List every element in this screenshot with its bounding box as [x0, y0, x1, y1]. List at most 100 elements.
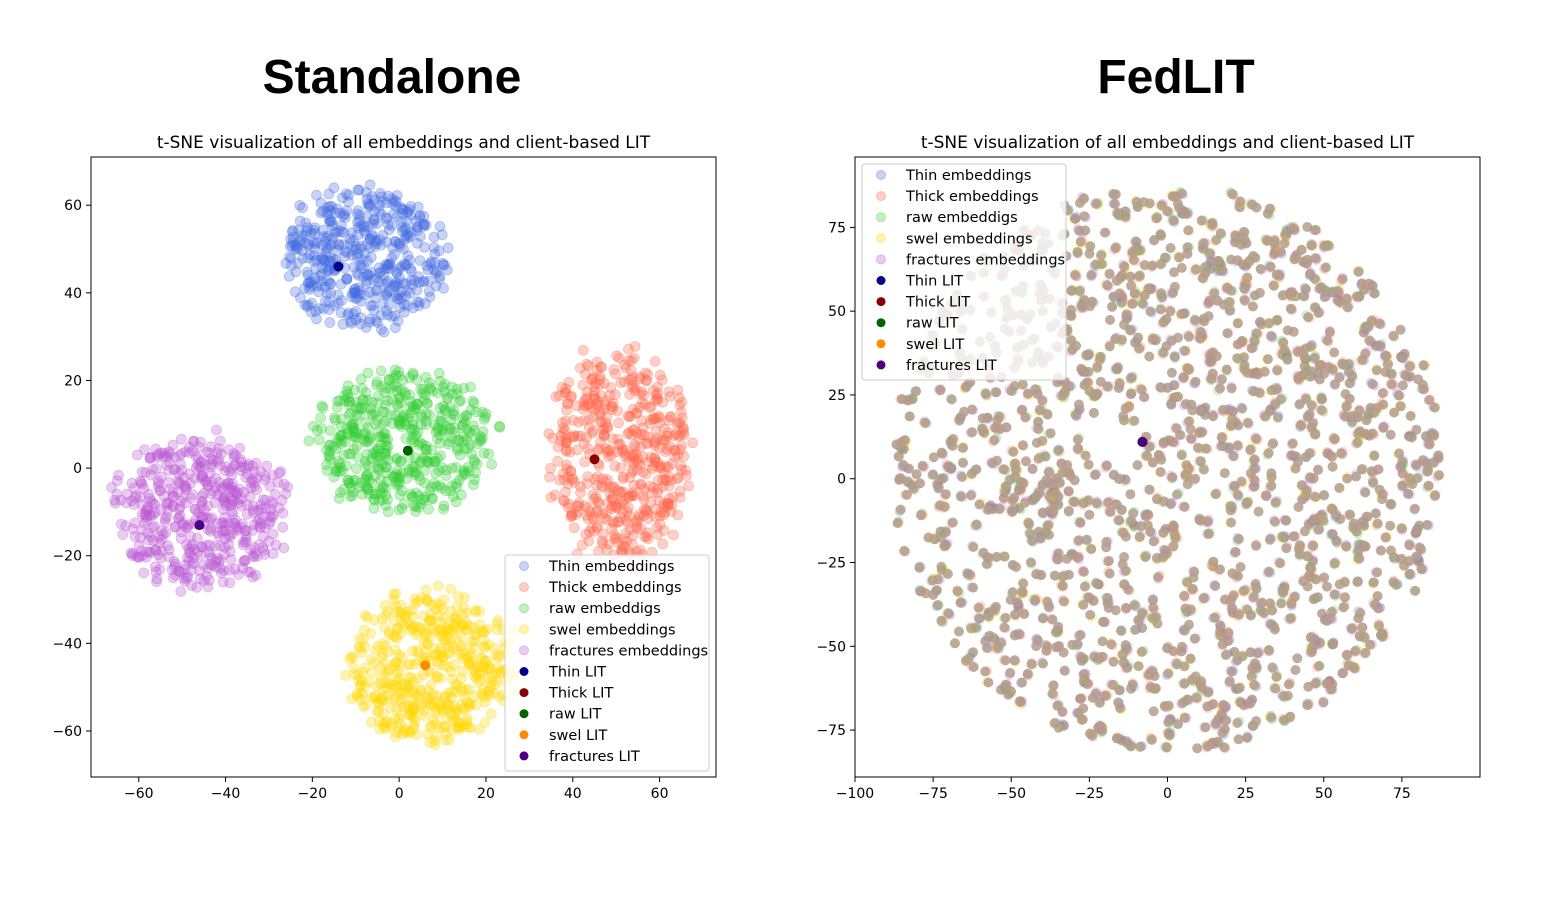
embedding-point — [293, 235, 305, 247]
embedding-point — [1121, 737, 1132, 748]
embedding-point — [405, 209, 417, 221]
embedding-point — [575, 487, 586, 498]
embedding-point — [375, 266, 387, 278]
embedding-point — [1190, 376, 1201, 387]
embedding-point — [615, 438, 626, 450]
embedding-point — [649, 440, 661, 452]
embedding-point — [1156, 454, 1167, 465]
embedding-point — [1386, 379, 1397, 390]
embedding-point — [1000, 612, 1011, 623]
embedding-point — [560, 444, 572, 456]
embedding-point — [637, 451, 649, 463]
embedding-point — [488, 687, 500, 699]
embedding-point — [623, 374, 635, 385]
embedding-point — [1103, 556, 1114, 567]
embedding-point — [641, 375, 653, 387]
embedding-point — [673, 392, 685, 404]
embedding-point — [645, 451, 657, 463]
embedding-point — [612, 405, 623, 417]
embedding-point — [1267, 662, 1278, 673]
embedding-point — [672, 472, 684, 484]
embedding-point — [218, 517, 230, 529]
embedding-point — [611, 446, 623, 458]
embedding-point — [324, 216, 336, 228]
embedding-point — [624, 472, 636, 484]
embedding-point — [911, 469, 922, 480]
embedding-point — [620, 515, 632, 526]
embedding-point — [1199, 593, 1209, 604]
embedding-point — [599, 422, 610, 434]
embedding-point — [334, 207, 346, 219]
embedding-point — [362, 197, 374, 209]
embedding-point — [617, 541, 628, 552]
embedding-point — [620, 528, 632, 539]
embedding-point — [675, 406, 687, 418]
embedding-point — [388, 380, 400, 392]
embedding-point — [413, 296, 425, 308]
embedding-point — [603, 538, 614, 550]
embedding-point — [322, 265, 334, 277]
embedding-point — [316, 251, 328, 263]
embedding-point — [291, 241, 303, 253]
embedding-point — [1234, 682, 1245, 693]
embedding-point — [601, 421, 613, 433]
embedding-point — [394, 240, 406, 252]
embedding-point — [637, 422, 649, 434]
embedding-point — [324, 205, 336, 217]
embedding-point — [382, 309, 394, 321]
embedding-point — [567, 414, 579, 426]
embedding-point — [613, 352, 625, 364]
embedding-point — [175, 566, 187, 578]
embedding-point — [284, 251, 295, 263]
embedding-point — [295, 292, 306, 304]
embedding-point — [600, 476, 612, 488]
embedding-point — [649, 437, 661, 449]
embedding-point — [397, 277, 409, 289]
embedding-point — [1336, 448, 1347, 459]
embedding-point — [436, 706, 448, 717]
embedding-point — [1000, 655, 1011, 666]
embedding-point — [666, 499, 678, 511]
embedding-point — [1380, 532, 1391, 543]
embedding-point — [347, 244, 359, 256]
embedding-point — [622, 428, 634, 440]
embedding-point — [289, 286, 301, 298]
embedding-point — [446, 462, 458, 474]
x-tick-label: 0 — [395, 786, 404, 802]
embedding-point — [169, 521, 181, 532]
legend-marker — [519, 667, 529, 676]
embedding-point — [642, 456, 654, 468]
embedding-point — [139, 444, 150, 456]
embedding-point — [353, 285, 365, 297]
embedding-point — [560, 415, 572, 427]
embedding-point — [308, 236, 320, 248]
embedding-point — [594, 409, 606, 421]
embedding-point — [597, 480, 608, 492]
embedding-point — [560, 387, 571, 399]
embedding-point — [392, 289, 404, 301]
embedding-point — [350, 287, 362, 298]
embedding-point — [310, 254, 322, 266]
embedding-point — [332, 297, 344, 309]
embedding-point — [664, 441, 676, 453]
embedding-point — [391, 190, 403, 201]
embedding-point — [442, 438, 454, 450]
embedding-point — [1268, 438, 1278, 449]
embedding-point — [1072, 247, 1083, 258]
embedding-point — [339, 251, 351, 263]
embedding-point — [663, 386, 675, 398]
embedding-point — [394, 202, 406, 213]
embedding-point — [602, 422, 614, 434]
embedding-point — [578, 415, 590, 427]
embedding-point — [603, 451, 614, 463]
embedding-point — [318, 255, 330, 267]
embedding-point — [420, 371, 432, 383]
embedding-point — [1272, 365, 1283, 376]
embedding-point — [394, 302, 406, 313]
embedding-point — [353, 184, 365, 196]
embedding-point — [393, 238, 405, 250]
embedding-point — [421, 594, 433, 606]
embedding-point — [392, 315, 404, 327]
embedding-point — [265, 496, 277, 508]
embedding-point — [634, 401, 645, 413]
